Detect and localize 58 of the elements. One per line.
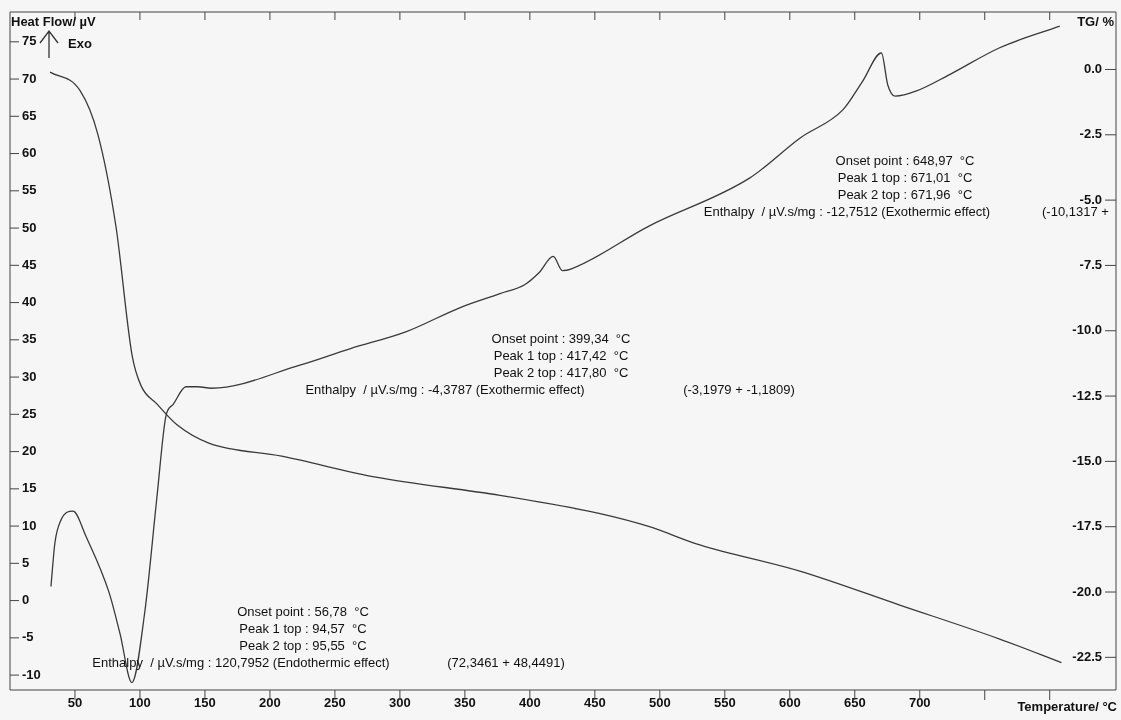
y2-tick-label: -10.0: [1072, 322, 1102, 338]
annotation: Onset point : 399,34 °C: [491, 330, 631, 346]
x-tick-label: 150: [194, 695, 216, 711]
x-tick-label: 200: [259, 695, 281, 711]
x-tick-label: 350: [454, 695, 476, 711]
y2-tick-label: -20.0: [1072, 583, 1102, 599]
y-tick-label: 25: [22, 405, 37, 421]
x-tick-label: 500: [648, 695, 671, 711]
y-tick-label: 40: [22, 294, 37, 310]
x-tick-label: 50: [67, 695, 83, 711]
y-tick-label: 45: [22, 256, 37, 272]
y2-tick-label: -2.5: [1079, 126, 1102, 142]
annotation: (-3,1979 + -1,1809): [683, 381, 795, 397]
y2-tick-label: -12.5: [1072, 387, 1102, 403]
annotation: Enthalpy / µV.s/mg : -4,3787 (Exothermic effect): [305, 381, 585, 397]
y2-axis-title: TG/ %: [1077, 13, 1115, 29]
y-tick-label: 5: [22, 554, 30, 570]
y-tick-label: 75: [22, 33, 37, 49]
y2-tick-label: -7.5: [1079, 257, 1102, 273]
x-tick-label: 400: [519, 695, 541, 711]
annotation: Peak 1 top : 671,01 °C: [837, 169, 973, 185]
y-tick-label: 35: [22, 331, 37, 347]
y-tick-label: 20: [22, 443, 37, 459]
y-tick-label: 60: [22, 145, 37, 161]
annotation: Peak 2 top : 95,55 °C: [239, 637, 367, 653]
y2-tick-label: -17.5: [1072, 518, 1102, 534]
x-tick-label: 300: [389, 695, 411, 711]
y2-tick-label: -22.5: [1072, 648, 1102, 664]
x-tick-label: 550: [713, 695, 736, 711]
annotation: (72,3461 + 48,4491): [447, 654, 565, 670]
y-tick-label: 65: [22, 107, 37, 123]
annotation: Exo: [68, 35, 92, 51]
annotation: Onset point : 56,78 °C: [237, 603, 369, 619]
x-tick-label: 450: [583, 695, 606, 711]
annotation: Peak 1 top : 417,42 °C: [493, 347, 629, 363]
y-axis-title: Heat Flow/ µV: [11, 13, 97, 29]
x-tick-label: 600: [778, 695, 801, 711]
y-tick-label: 50: [22, 219, 37, 235]
y-tick-label: 0: [22, 592, 30, 608]
y-tick-label: 55: [22, 182, 37, 198]
y2-tick-label: -15.0: [1072, 452, 1102, 468]
y-tick-label: -10: [22, 666, 41, 682]
annotation: Enthalpy / µV.s/mg : -12,7512 (Exothermic effect): [703, 203, 991, 219]
y-tick-label: 15: [22, 480, 37, 496]
annotation: Peak 1 top : 94,57 °C: [239, 620, 367, 636]
x-tick-label: 250: [324, 695, 346, 711]
y-tick-label: 70: [22, 70, 37, 86]
annotation: Onset point : 648,97 °C: [835, 152, 975, 168]
y-tick-label: -5: [22, 629, 34, 645]
y2-tick-label: 0.0: [1083, 61, 1102, 77]
x-axis-title: Temperature/ °C: [1017, 698, 1118, 714]
y-tick-label: 30: [22, 368, 37, 384]
x-tick-label: 100: [129, 695, 151, 711]
annotation: Peak 2 top : 671,96 °C: [837, 186, 973, 202]
annotation: Peak 2 top : 417,80 °C: [493, 364, 629, 380]
x-tick-label: 650: [843, 695, 866, 711]
x-tick-label: 700: [908, 695, 931, 711]
y-tick-label: 10: [22, 517, 37, 533]
